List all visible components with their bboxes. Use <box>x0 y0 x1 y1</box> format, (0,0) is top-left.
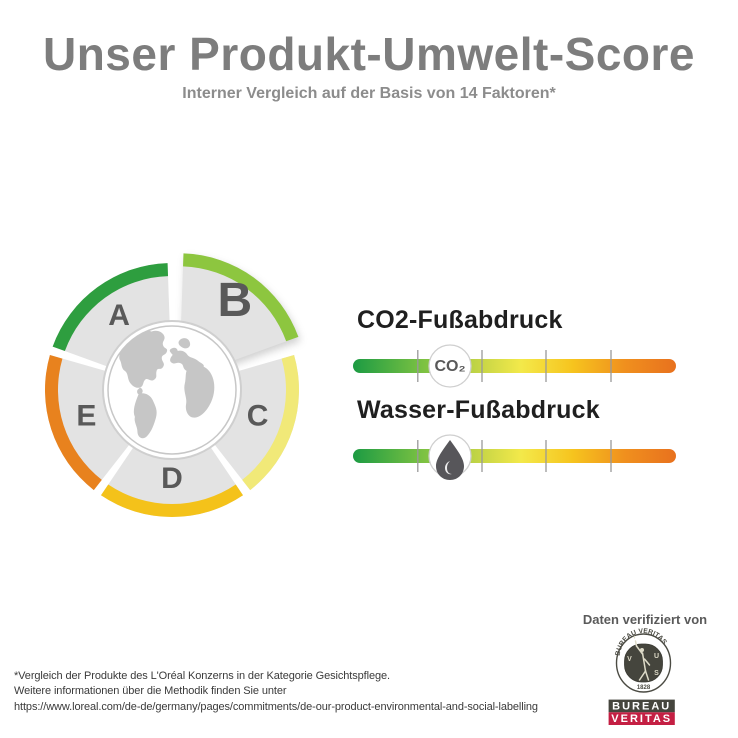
svg-text:1828: 1828 <box>637 685 651 691</box>
svg-text:VERITAS: VERITAS <box>611 713 672 725</box>
svg-text:BUREAU: BUREAU <box>612 700 671 712</box>
svg-text:V: V <box>627 656 632 663</box>
svg-text:U: U <box>654 653 659 660</box>
svg-text:S: S <box>654 670 659 677</box>
